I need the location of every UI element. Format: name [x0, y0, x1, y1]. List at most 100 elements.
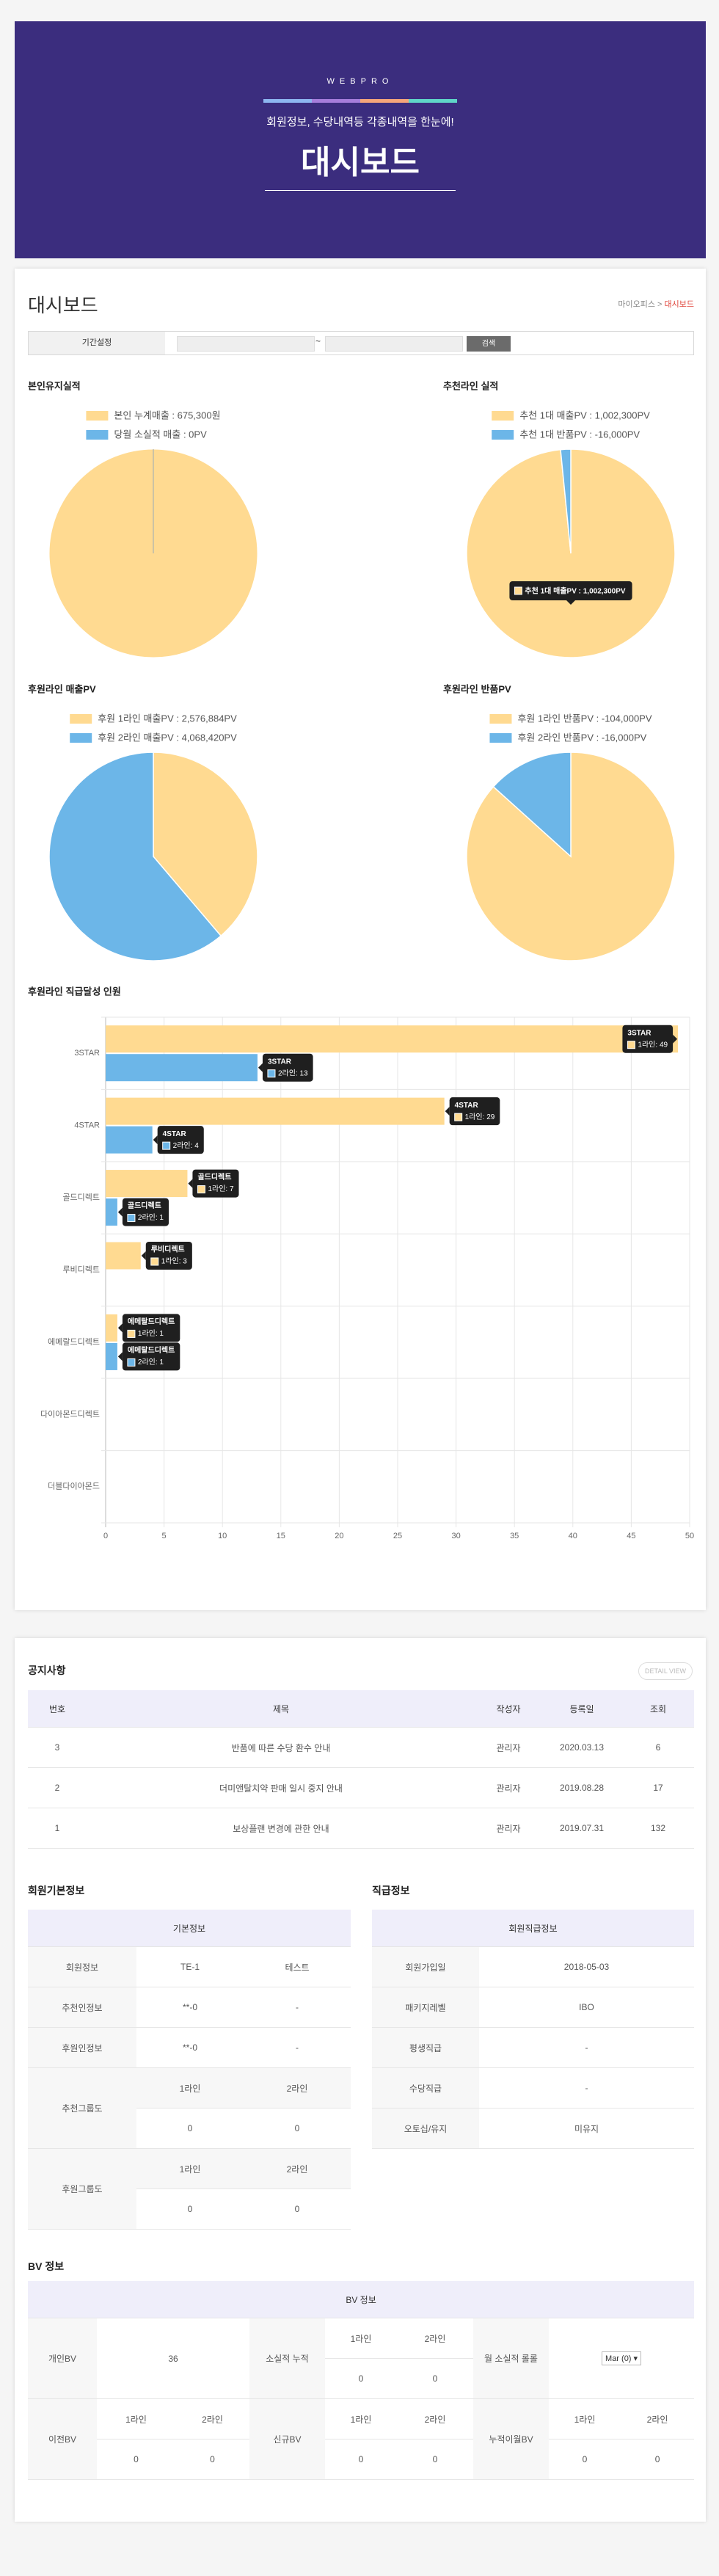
detail-button[interactable]: DETAIL VIEW	[638, 1662, 693, 1680]
bar	[106, 1025, 679, 1053]
cell: 2018-05-03	[479, 1946, 694, 1987]
tooltip-box	[122, 1314, 180, 1342]
bar	[106, 1097, 445, 1125]
tooltip-text: 1라인: 29	[465, 1113, 495, 1121]
tooltip-title: 4STAR	[163, 1130, 187, 1138]
cell: 미유지	[479, 2108, 694, 2149]
cell: 패키지레벨	[372, 1987, 479, 2028]
month-select[interactable]: Mar (0) ▾	[602, 2351, 642, 2365]
legend-swatch	[86, 430, 109, 440]
member-title: 회원기본정보	[28, 1885, 85, 1896]
tooltip: 4STAR 1라인: 29	[445, 1097, 500, 1126]
cell: 관리자	[475, 1727, 541, 1768]
tooltip-text: 1라인: 1	[138, 1329, 164, 1338]
cell: 2019.07.31	[541, 1808, 622, 1849]
x-tick-label: 50	[685, 1532, 694, 1540]
chart-title: 후원라인 직급달성 인원	[28, 986, 121, 997]
cell: 0	[136, 2188, 244, 2230]
x-tick-label: 15	[277, 1532, 285, 1540]
tooltip-swatch	[127, 1329, 136, 1338]
breadcrumb-parent[interactable]: 마이오피스	[618, 300, 655, 309]
tooltip-caret	[117, 1323, 123, 1333]
tooltip: 에메랄드디렉트 1라인: 1	[117, 1314, 180, 1342]
cell: 0	[325, 2439, 397, 2480]
legend-label: 후원 1라인 매출PV : 2,576,884PV	[98, 713, 237, 724]
cell: 반품에 따른 수당 환수 안내	[87, 1727, 475, 1768]
tooltip-title: 루비디렉트	[151, 1245, 185, 1254]
tooltip-text: 1라인: 7	[208, 1185, 234, 1193]
tooltip: 루비디렉트 1라인: 3	[141, 1242, 192, 1270]
legend-label: 후원 2라인 반품PV : -16,000PV	[517, 732, 646, 743]
legend-swatch	[489, 733, 512, 743]
cell: 1라인	[549, 2398, 621, 2439]
tooltip-title: 골드디렉트	[128, 1201, 161, 1210]
cell: 추천그룹도	[28, 2067, 136, 2149]
bar	[106, 1054, 258, 1082]
cell: TE-1	[136, 1946, 244, 1987]
cell: 0	[97, 2439, 175, 2480]
cell: 0	[136, 2108, 244, 2149]
tooltip-text: 2라인: 4	[173, 1141, 200, 1150]
cell: 1라인	[136, 2067, 244, 2109]
cell: 누적이월BV	[473, 2398, 549, 2480]
cell: 수당직급	[372, 2067, 479, 2109]
tooltip-title: 골드디렉트	[197, 1172, 231, 1182]
cell: IBO	[479, 1987, 694, 2028]
cell: 1	[28, 1808, 87, 1849]
cell: -	[244, 1987, 351, 2028]
legend-label: 본인 누계매출 : 675,300원	[114, 410, 220, 421]
legend-swatch	[489, 714, 512, 724]
cell: 보상플랜 변경에 관한 안내	[87, 1808, 475, 1849]
column-header: 번호	[28, 1690, 87, 1728]
cell: 2라인	[397, 2318, 473, 2359]
tooltip: 4STAR 2라인: 4	[153, 1126, 204, 1154]
tooltip-text: 2라인: 13	[278, 1069, 308, 1077]
cell: 2019.08.28	[541, 1767, 622, 1808]
x-tick-label: 20	[335, 1532, 343, 1540]
table-header: BV 정보	[28, 2281, 695, 2318]
search-button[interactable]: 검색	[467, 336, 511, 352]
tooltip-text: 2라인: 1	[138, 1358, 164, 1367]
column-header: 등록일	[541, 1690, 622, 1728]
tooltip-caret	[117, 1352, 123, 1361]
filter-row: 기간설정 ~ 검색	[28, 331, 694, 355]
legend-label: 후원 1라인 반품PV : -104,000PV	[517, 713, 652, 724]
x-tick-label: 25	[393, 1532, 402, 1540]
tooltip-swatch	[197, 1185, 205, 1194]
date-input[interactable]	[177, 336, 315, 352]
pie-slice	[153, 752, 258, 937]
cell: 0	[244, 2188, 351, 2230]
tooltip-swatch	[627, 1041, 635, 1049]
page-title: 대시보드	[28, 294, 98, 316]
cell: 1라인	[136, 2148, 244, 2189]
tooltip-caret	[258, 1063, 263, 1072]
cell: 2라인	[244, 2148, 351, 2189]
tooltip-caret	[141, 1251, 146, 1260]
tooltip-swatch	[454, 1113, 463, 1121]
cell: -	[479, 2027, 694, 2068]
legend-label: 당월 소실적 매출 : 0PV	[114, 429, 207, 440]
notice-row: 2 더미앤탈치약 판매 일시 중지 안내 관리자 2019.08.28 17	[28, 1767, 694, 1808]
tooltip-text: 1라인: 49	[638, 1040, 668, 1049]
tooltip-title: 3STAR	[627, 1029, 652, 1037]
cell: 회원정보	[28, 1946, 136, 1987]
column-header: 조회	[622, 1690, 694, 1728]
chart-title: 본인유지실적	[28, 380, 81, 391]
cell: 17	[622, 1767, 694, 1808]
tooltip-box	[122, 1342, 180, 1371]
tooltip: 골드디렉트 1라인: 7	[188, 1169, 239, 1198]
breadcrumb-current[interactable]: 대시보드	[664, 300, 694, 309]
tooltip-text: 1라인: 3	[161, 1257, 188, 1266]
legend-swatch	[70, 733, 92, 743]
date-input[interactable]	[325, 336, 463, 352]
x-tick-label: 10	[218, 1532, 227, 1540]
tooltip-title: 3STAR	[268, 1058, 292, 1066]
tooltip-caret	[673, 1034, 678, 1044]
cell: 1라인	[97, 2398, 175, 2439]
banner-subtitle: 회원정보, 수당내역등 각종내역을 한눈에!	[266, 116, 454, 128]
y-tick-label: 3STAR	[74, 1049, 100, 1058]
cell: 회원가입일	[372, 1946, 479, 1987]
tooltip-title: 4STAR	[455, 1102, 479, 1110]
cell: 0	[621, 2439, 695, 2480]
